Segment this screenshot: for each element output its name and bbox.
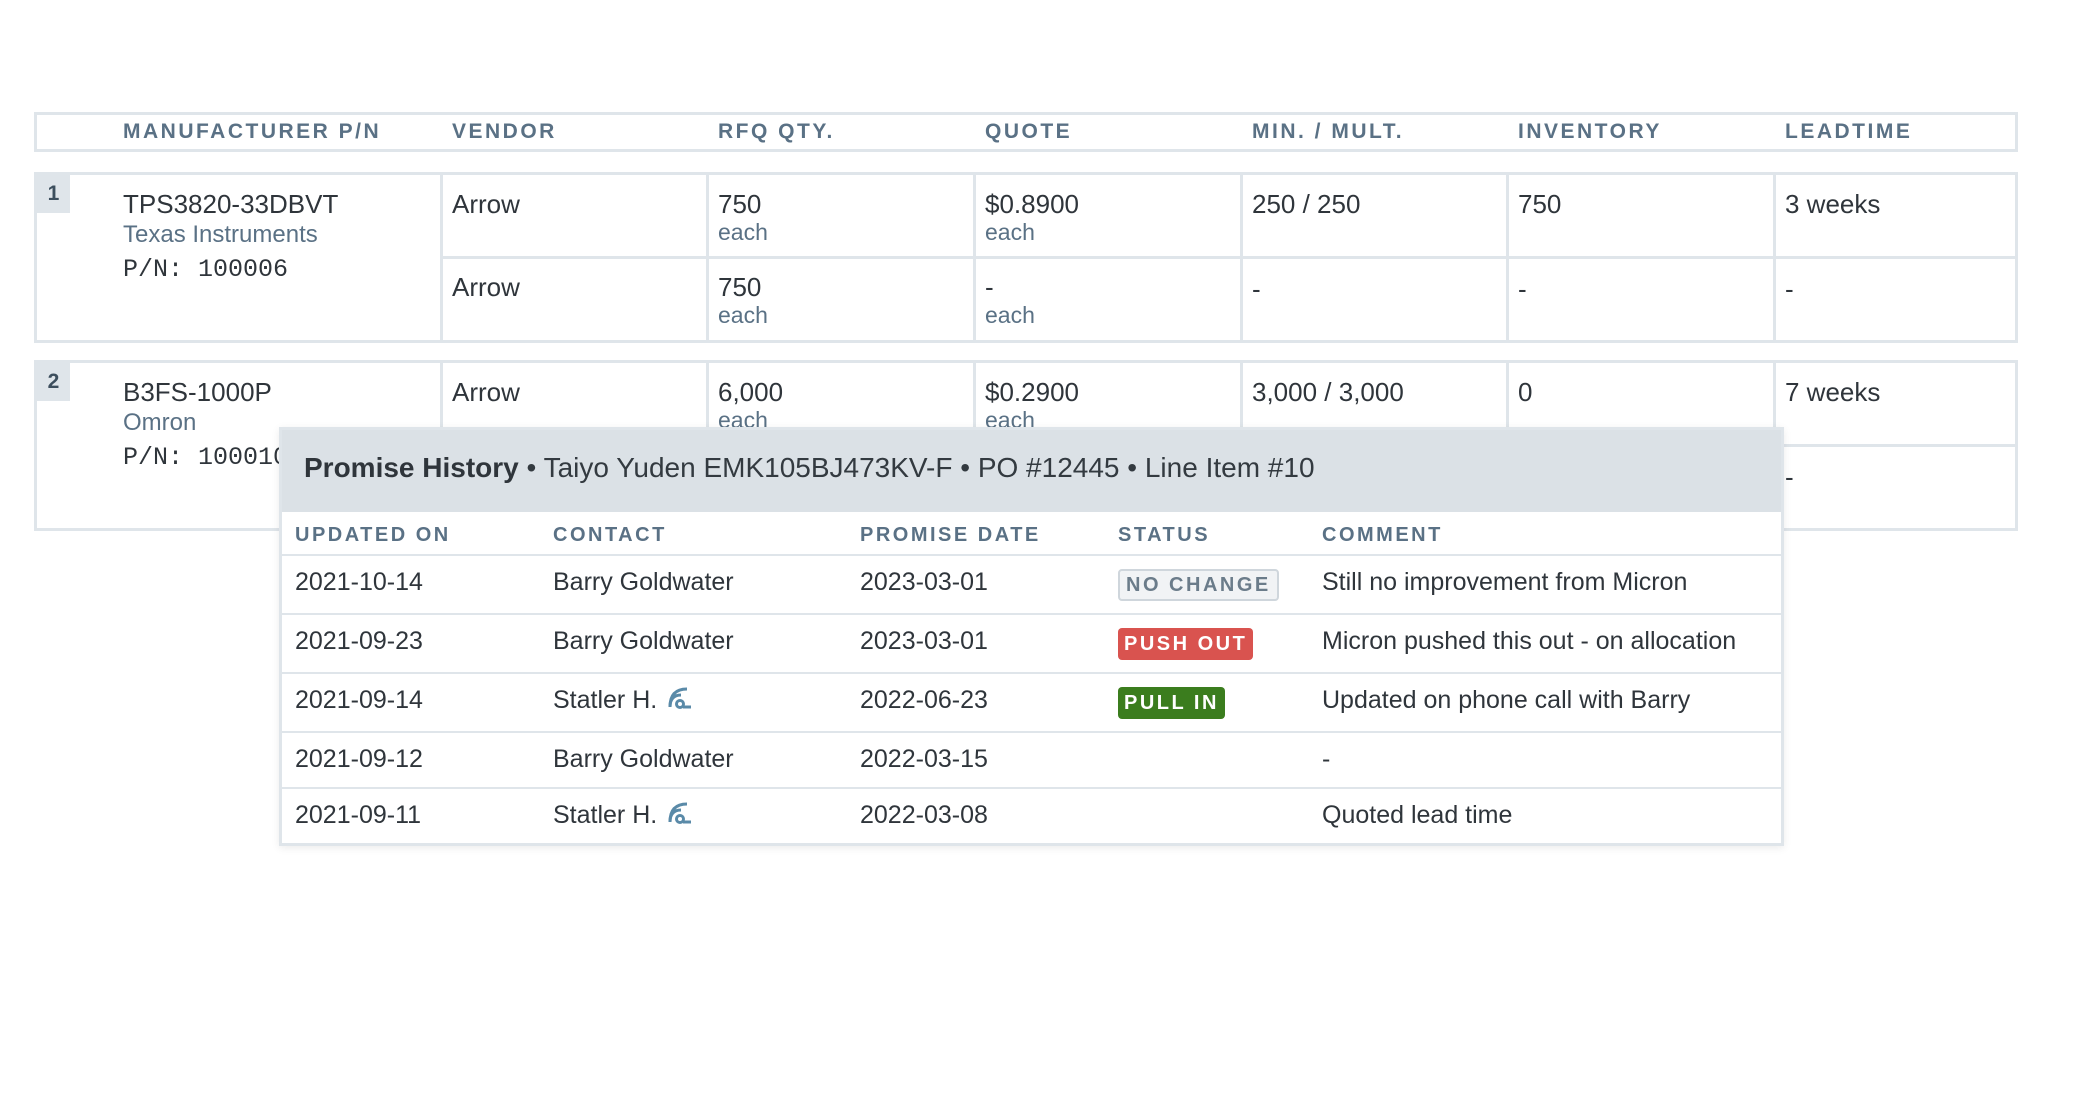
history-col-promise-date: PROMISE DATE [860,524,1041,546]
quote-price: $0.8900 [985,189,1079,219]
popover-title: Promise History • Taiyo Yuden EMK105BJ47… [304,452,1315,484]
history-col-status: STATUS [1118,524,1211,546]
quote-unit: each [985,219,1035,245]
vendor-name[interactable]: Arrow [452,189,520,219]
min-mult: 3,000 / 3,000 [1252,377,1404,407]
history-row: 2021-09-23 Barry Goldwater 2023-03-01 PUSH … [282,613,1781,674]
history-comment: Micron pushed this out - on allocation [1322,627,1737,655]
history-promise-date: 2023-03-01 [860,627,988,655]
history-promise-date: 2023-03-01 [860,568,988,596]
history-promise-date: 2022-06-23 [860,686,988,714]
row-index: 1 [37,175,70,213]
status-badge: PULL IN [1118,687,1225,719]
col-header-rfq-qty[interactable]: RFQ QTY. [718,120,835,143]
rfq-qty: 6,000 [718,377,784,407]
inventory: 750 [1518,189,1562,219]
min-mult: - [1252,274,1261,304]
quote-unit: each [985,302,1035,328]
history-comment: Still no improvement from Micron [1322,568,1688,596]
history-col-updated: UPDATED ON [295,524,451,546]
manufacturer-name: Texas Instruments [123,221,318,248]
leadtime: - [1785,462,1794,492]
history-contact-name: Statler H. [553,686,658,715]
history-updated-on: 2021-09-11 [295,801,422,829]
leadtime: 7 weeks [1785,377,1881,407]
divider [440,256,2015,259]
history-updated-on: 2021-09-23 [295,627,423,655]
col-header-mpn[interactable]: MANUFACTURER P/N [123,120,382,143]
status-badge: PUSH OUT [1118,628,1254,660]
history-row: 2021-09-12 Barry Goldwater 2022-03-15 - [282,731,1781,789]
quote-price: - [985,272,994,302]
leadtime: - [1785,274,1794,304]
vendor-name[interactable]: Arrow [452,272,520,302]
history-contact-name: Statler H. [553,801,658,830]
min-mult: 250 / 250 [1252,189,1361,219]
rfq-qty-unit: each [718,302,768,328]
history-contact[interactable]: Barry Goldwater [553,745,734,774]
history-contact[interactable]: Barry Goldwater [553,568,734,597]
inventory: 0 [1518,377,1533,407]
internal-part-number: P/N: 100010 [123,443,289,472]
status-badge: NO CHANGE [1118,569,1279,601]
quote-price: $0.2900 [985,377,1079,407]
manufacturer-name: Omron [123,409,197,436]
history-contact[interactable]: Statler H. [553,686,695,717]
history-row: 2021-10-14 Barry Goldwater 2023-03-01 NO CH… [282,554,1781,615]
col-header-inventory[interactable]: INVENTORY [1518,120,1662,143]
table-header: MANUFACTURER P/N VENDOR RFQ QTY. QUOTE M… [34,112,2018,152]
history-col-comment: COMMENT [1322,524,1443,546]
col-header-vendor[interactable]: VENDOR [452,120,557,143]
history-col-contact: CONTACT [553,524,667,546]
internal-part-number: P/N: 100006 [123,255,289,284]
history-comment: Updated on phone call with Barry [1322,686,1691,714]
history-updated-on: 2021-09-14 [295,686,423,714]
history-row: 2021-09-14 Statler H. 2022-06-23 PULL IN Upd… [282,672,1781,733]
history-contact-name: Barry Goldwater [553,568,734,596]
history-contact[interactable]: Barry Goldwater [553,627,734,656]
popover-header: Promise History • Taiyo Yuden EMK105BJ47… [282,430,1781,512]
history-contact-name: Barry Goldwater [553,627,734,655]
manufacturer-part-number[interactable]: TPS3820-33DBVT [123,189,339,219]
rss-feed-icon [667,686,695,717]
inventory: - [1518,274,1527,304]
popover-title-bold: Promise History [304,452,519,483]
history-row: 2021-09-11 Statler H. 2022-03-08 Quoted lea… [282,787,1781,845]
history-comment: - [1322,745,1331,773]
rfq-qty: 750 [718,272,762,302]
history-promise-date: 2022-03-08 [860,801,988,829]
col-header-leadtime[interactable]: LEADTIME [1785,120,1913,143]
row-index: 2 [37,363,70,401]
rss-feed-icon [667,801,695,832]
col-header-quote[interactable]: QUOTE [985,120,1073,143]
popover-subtitle: • Taiyo Yuden EMK105BJ473KV-F • PO #1244… [518,452,1315,483]
rfq-qty: 750 [718,189,762,219]
history-contact[interactable]: Statler H. [553,801,695,832]
history-promise-date: 2022-03-15 [860,745,988,773]
history-updated-on: 2021-09-12 [295,745,423,773]
col-header-min-mult[interactable]: MIN. / MULT. [1252,120,1405,143]
promise-history-popover: Promise History • Taiyo Yuden EMK105BJ47… [279,427,1784,846]
rfq-qty-unit: each [718,219,768,245]
history-contact-name: Barry Goldwater [553,745,734,773]
history-updated-on: 2021-10-14 [295,568,423,596]
leadtime: 3 weeks [1785,189,1881,219]
vendor-name[interactable]: Arrow [452,377,520,407]
part-group-1: 1 TPS3820-33DBVT Texas Instruments P/N: … [34,172,2018,343]
history-comment: Quoted lead time [1322,801,1513,829]
manufacturer-part-number[interactable]: B3FS-1000P [123,377,272,407]
